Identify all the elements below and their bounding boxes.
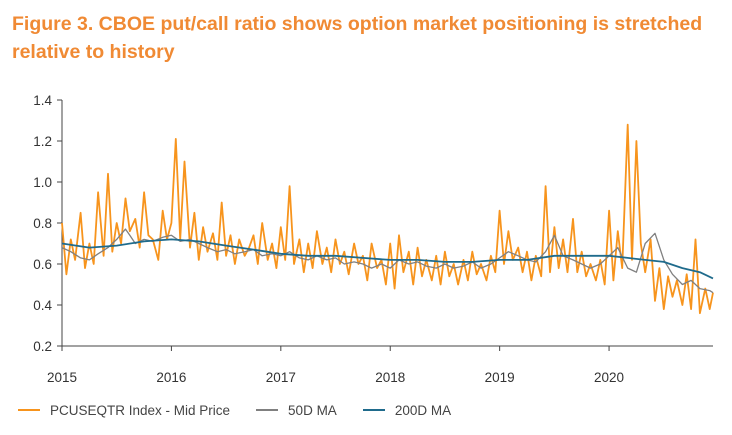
y-tick-label: 0.6 (33, 257, 52, 272)
x-tick-label: 2019 (485, 370, 515, 385)
y-tick-label: 0.2 (33, 339, 52, 354)
series-line-pcuseqtr (61, 123, 714, 315)
legend-label-50d-ma: 50D MA (288, 402, 337, 418)
x-tick-label: 2018 (375, 370, 405, 385)
x-tick-label: 2017 (266, 370, 296, 385)
legend-item-200d-ma: 200D MA (362, 402, 452, 418)
legend-swatch-pcuseqtr (18, 409, 40, 411)
y-tick-label: 0.8 (33, 216, 52, 231)
x-tick-label: 2020 (594, 370, 624, 385)
x-tick-label: 2015 (47, 370, 77, 385)
legend-label-pcuseqtr: PCUSEQTR Index - Mid Price (50, 402, 231, 418)
legend: PCUSEQTR Index - Mid Price 50D MA 200D M… (18, 400, 477, 420)
series-line-200d-ma (61, 238, 714, 280)
legend-item-pcuseqtr: PCUSEQTR Index - Mid Price (18, 403, 230, 418)
legend-item-50d-ma: 50D MA (256, 403, 337, 418)
legend-swatch-50d-ma (256, 409, 279, 411)
legend-label-200d-ma: 200D MA (394, 402, 452, 418)
series-line-50d-ma (61, 228, 714, 294)
y-axis: 0.2 0.4 0.6 0.8 1.0 1.2 1.4 (33, 93, 63, 354)
x-tick-label: 2016 (156, 370, 186, 385)
x-axis: 2015 2016 2017 2018 2019 2020 (47, 345, 713, 385)
legend-swatch-200d-ma (362, 409, 385, 411)
y-tick-label: 1.0 (33, 175, 52, 190)
y-tick-label: 1.4 (33, 93, 52, 108)
chart-canvas: 0.20.40.60.81.01.21.4 2015 2016 2017 2018 20… (33, 93, 714, 385)
y-tick-label: 0.4 (33, 298, 52, 313)
y-tick-label: 1.2 (33, 134, 52, 149)
chart-title: Figure 3. CBOE put/call ratio shows opti… (12, 13, 703, 63)
plot-area (61, 123, 714, 315)
